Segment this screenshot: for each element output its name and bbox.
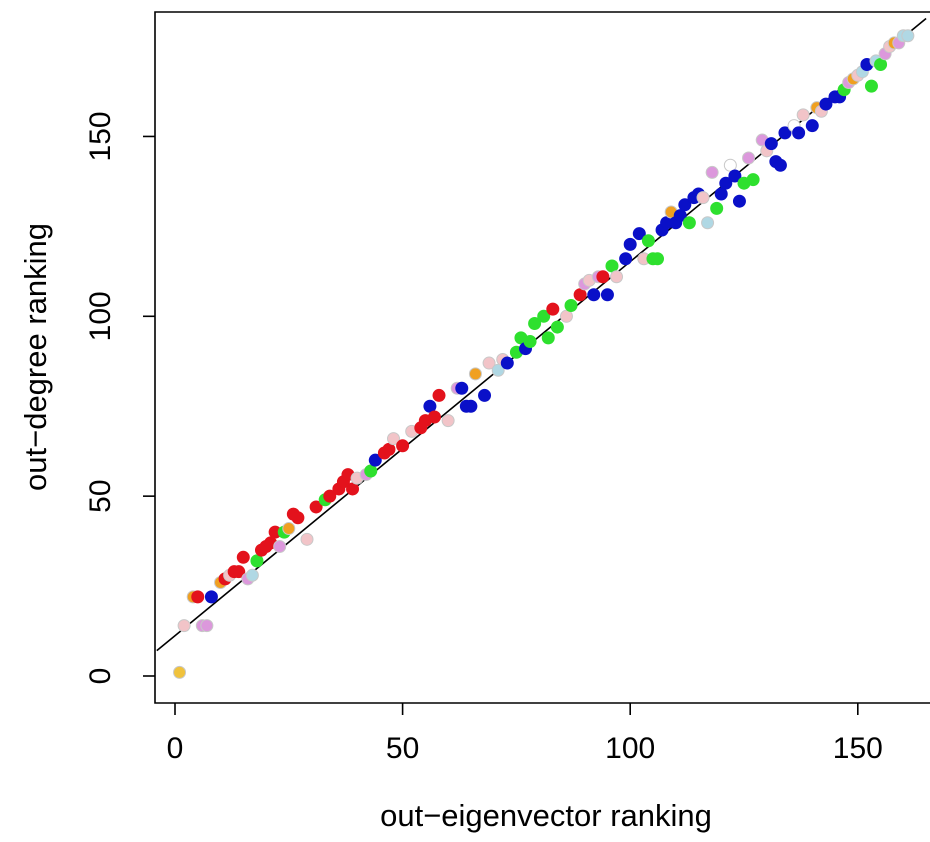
scatter-point xyxy=(632,227,646,241)
scatter-point xyxy=(491,363,505,377)
scatter-point xyxy=(309,500,323,514)
scatter-point xyxy=(432,388,446,402)
scatter-point xyxy=(605,259,619,273)
scatter-point xyxy=(232,565,246,579)
scatter-point xyxy=(250,554,264,568)
scatter-point xyxy=(596,270,610,284)
scatter-point xyxy=(396,439,410,453)
y-tick-label: 150 xyxy=(84,111,117,161)
scatter-point xyxy=(300,532,314,546)
scatter-point xyxy=(427,410,441,424)
scatter-point xyxy=(705,165,719,179)
scatter-point xyxy=(728,169,742,183)
scatter-point xyxy=(805,119,819,133)
scatter-point xyxy=(468,367,482,381)
scatter-point xyxy=(478,388,492,402)
scatter-point xyxy=(236,550,250,564)
scatter-point xyxy=(610,270,624,284)
scatter-point xyxy=(732,194,746,208)
scatter-point xyxy=(173,665,187,679)
scatter-point xyxy=(423,399,437,413)
scatter-point xyxy=(564,299,578,313)
scatter-point xyxy=(441,414,455,428)
scatter-point xyxy=(696,191,710,205)
scatter-point xyxy=(382,442,396,456)
y-tick-label: 0 xyxy=(84,668,117,685)
scatter-point xyxy=(778,126,792,140)
scatter-point xyxy=(701,216,715,230)
scatter-point xyxy=(346,482,360,496)
scatter-point xyxy=(550,320,564,334)
scatter-point xyxy=(710,201,724,215)
scatter-point xyxy=(623,237,637,251)
x-tick-label: 150 xyxy=(833,732,883,765)
scatter-point xyxy=(719,176,733,190)
scatter-point xyxy=(746,173,760,187)
scatter-point xyxy=(177,619,191,633)
x-tick-label: 0 xyxy=(167,732,184,765)
scatter-point xyxy=(864,79,878,93)
scatter-point xyxy=(587,288,601,302)
scatter-point xyxy=(273,540,287,554)
scatter-point xyxy=(678,198,692,212)
scatter-point xyxy=(673,209,687,223)
y-tick-label: 100 xyxy=(84,291,117,341)
x-tick-label: 50 xyxy=(386,732,419,765)
scatter-point xyxy=(500,356,514,370)
scatter-point xyxy=(764,137,778,151)
scatter-point xyxy=(901,29,915,43)
scatter-point xyxy=(523,334,537,348)
y-axis-title: out−degree ranking xyxy=(18,223,53,491)
axes-layer: 0 50 100 150 0 50 100 150 xyxy=(84,11,930,765)
scatter-point xyxy=(796,108,810,122)
scatter-point xyxy=(455,381,469,395)
scatter-point xyxy=(464,399,478,413)
reference-line xyxy=(156,17,927,652)
scatter-point xyxy=(528,316,542,330)
scatter-point xyxy=(819,97,833,111)
scatter-point xyxy=(742,151,756,165)
y-tick-label: 50 xyxy=(84,479,117,512)
scatter-point xyxy=(651,252,665,266)
marks-layer xyxy=(156,17,927,679)
scatter-point xyxy=(546,302,560,316)
scatter-point xyxy=(600,288,614,302)
scatter-point xyxy=(200,619,214,633)
scatter-point xyxy=(559,309,573,323)
scatter-point xyxy=(792,126,806,140)
x-axis-title: out−eigenvector ranking xyxy=(380,798,712,833)
scatter-point xyxy=(204,590,218,604)
scatter-point xyxy=(714,187,728,201)
scatter-point xyxy=(773,158,787,172)
scatter-point xyxy=(682,216,696,230)
scatter-point xyxy=(641,234,655,248)
scatter-point xyxy=(291,511,305,525)
x-tick-label: 100 xyxy=(605,732,655,765)
scatter-point xyxy=(541,331,555,345)
scatter-point xyxy=(364,464,378,478)
scatter-point xyxy=(323,489,337,503)
scatter-point xyxy=(386,432,400,446)
scatter-point xyxy=(723,158,737,172)
scatter-point xyxy=(619,252,633,266)
plot-frame xyxy=(154,11,930,704)
scatter-point xyxy=(482,356,496,370)
scatter-point xyxy=(191,590,205,604)
scatter-point xyxy=(245,568,259,582)
scatter-point xyxy=(573,288,587,302)
scatter-point xyxy=(537,309,551,323)
scatter-point xyxy=(368,453,382,467)
scatter-point xyxy=(282,522,296,536)
scatter-point xyxy=(874,58,888,72)
